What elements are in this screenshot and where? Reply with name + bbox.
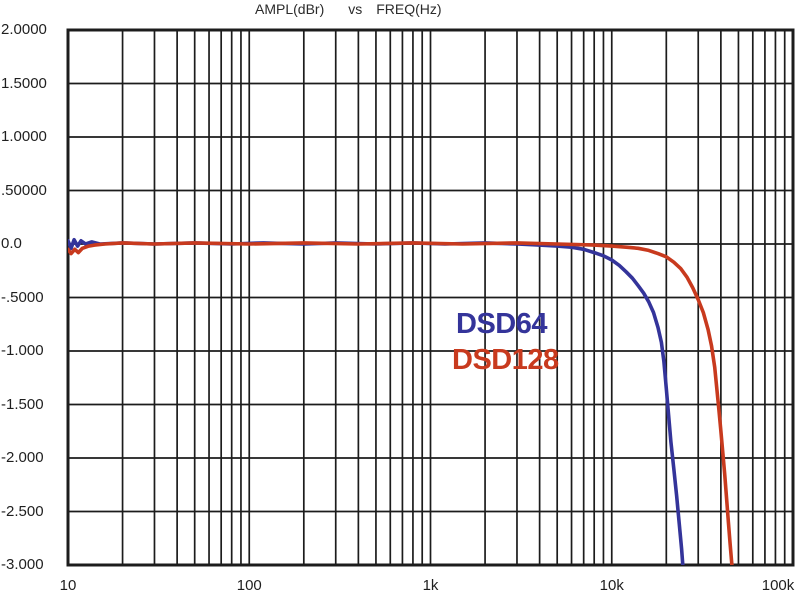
x-tick-label: 10	[59, 577, 77, 594]
y-tick-label: 1.0000	[1, 128, 47, 145]
legend-dsd128: DSD128	[452, 344, 559, 376]
y-tick-label: -3.000	[1, 556, 44, 573]
x-tick-label: 100	[236, 577, 262, 594]
x-tick-label: 1k	[422, 577, 439, 594]
x-tick-label: 10k	[599, 577, 624, 594]
y-tick-label: -1.500	[1, 395, 44, 413]
y-tick-label: -2.500	[1, 502, 44, 520]
title-x-label: FREQ(Hz)	[376, 1, 442, 17]
y-tick-label: 1.5000	[1, 74, 47, 92]
y-tick-label: .50000	[1, 181, 47, 199]
y-tick-label: -2.000	[1, 449, 44, 466]
y-tick-label: -.5000	[1, 288, 44, 306]
title-vs: vs	[348, 1, 363, 17]
legend-dsd64: DSD64	[456, 308, 547, 340]
curve-dsd128	[68, 241, 734, 565]
legend: DSD64 DSD128	[452, 306, 559, 378]
title-y-label: AMPL(dBr)	[255, 1, 325, 17]
y-tick-label: 2.0000	[1, 21, 47, 38]
x-tick-label: 100k	[761, 577, 795, 594]
y-tick-label: 0.0	[1, 235, 22, 252]
y-tick-label: -1.000	[1, 342, 44, 359]
chart-title: AMPL(dBr) vs FREQ(Hz)	[255, 1, 442, 17]
